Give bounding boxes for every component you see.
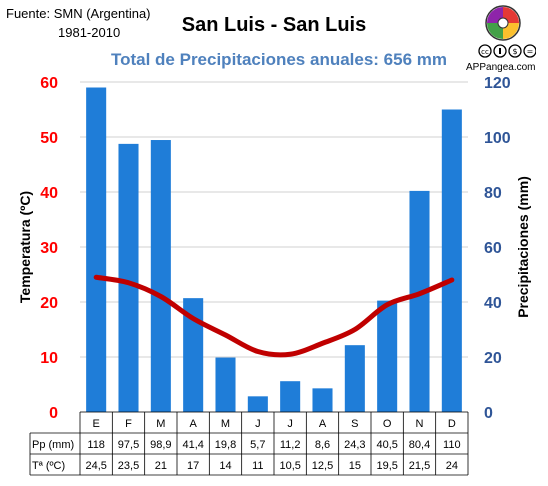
table-cell: 21 — [155, 460, 167, 472]
table-cell: 5,7 — [250, 439, 265, 451]
x-tick-label: J — [255, 418, 261, 430]
table-cell: 11,2 — [280, 439, 301, 451]
precipitation-bar — [344, 345, 365, 412]
x-tick-label: J — [287, 418, 293, 430]
table-cell: 21,5 — [409, 460, 430, 472]
x-tick-label: N — [416, 418, 424, 430]
svg-text:cc: cc — [481, 48, 489, 56]
y-right-tick-label: 120 — [484, 75, 511, 92]
svg-text:$: $ — [512, 47, 517, 56]
x-tick-label: M — [156, 418, 165, 430]
y-right-tick-label: 100 — [484, 130, 511, 147]
brand-text: APPangea.com — [466, 62, 536, 73]
table-cell: 24,5 — [85, 460, 106, 472]
table-cell: 24 — [446, 460, 458, 472]
precipitation-bar — [409, 190, 430, 412]
table-cell: 19,8 — [215, 439, 236, 451]
period-text: 1981-2010 — [58, 25, 121, 40]
table-cell: 40,5 — [376, 439, 397, 451]
y-right-axis-title: Precipitaciones (mm) — [515, 176, 531, 318]
table-cell: 23,5 — [118, 460, 139, 472]
y-right-tick-label: 60 — [484, 240, 502, 257]
y-right-tick-label: 20 — [484, 350, 502, 367]
precipitation-bar — [280, 381, 301, 412]
y-left-tick-label: 50 — [40, 130, 58, 147]
table-cell: 15 — [349, 460, 361, 472]
x-tick-label: F — [125, 418, 132, 430]
table-cell: 14 — [219, 460, 231, 472]
table-cell: 24,3 — [344, 439, 365, 451]
table-cell: 97,5 — [118, 439, 139, 451]
chart-title: San Luis - San Luis — [181, 14, 367, 36]
y-right-tick-label: 40 — [484, 295, 502, 312]
table-row-header: Pp (mm) — [32, 439, 74, 451]
x-tick-label: E — [92, 418, 99, 430]
y-left-tick-label: 10 — [40, 350, 58, 367]
table-cell: 19,5 — [376, 460, 397, 472]
y-left-tick-label: 20 — [40, 295, 58, 312]
y-left-axis-title: Temperatura (ºC) — [17, 191, 33, 303]
table-cell: 98,9 — [150, 439, 171, 451]
table-cell: 8,6 — [315, 439, 330, 451]
table-cell: 11 — [252, 460, 263, 472]
source-text: Fuente: SMN (Argentina) — [6, 6, 151, 21]
y-left-tick-label: 30 — [40, 240, 58, 257]
x-tick-label: A — [189, 418, 197, 430]
temperature-line — [93, 274, 455, 358]
y-right-tick-label: 80 — [484, 185, 502, 202]
precipitation-bar — [247, 396, 268, 412]
x-tick-label: M — [221, 418, 230, 430]
table-cell: 118 — [87, 439, 105, 451]
y-left-tick-label: 60 — [40, 75, 58, 92]
creative-commons-icon: cc $ = — [478, 44, 536, 58]
table-cell: 110 — [443, 439, 461, 451]
precipitation-bar — [118, 143, 139, 412]
table-cell: 17 — [187, 460, 199, 472]
precipitation-bar — [150, 140, 171, 412]
table-cell: 12,5 — [312, 460, 333, 472]
table-row-header: Tª (ºC) — [32, 460, 65, 472]
svg-text:=: = — [527, 47, 534, 56]
x-tick-label: S — [351, 418, 358, 430]
x-tick-label: O — [383, 418, 392, 430]
precipitation-bar — [86, 87, 107, 412]
table-cell: 10,5 — [279, 460, 300, 472]
table-cell: 80,4 — [409, 439, 430, 451]
precipitation-bar — [183, 298, 204, 412]
precipitation-bar — [215, 357, 236, 412]
precipitation-bar — [377, 300, 398, 412]
table-cell: 41,4 — [182, 439, 203, 451]
y-left-tick-label: 40 — [40, 185, 58, 202]
x-tick-label: A — [319, 418, 327, 430]
precipitation-bar — [441, 109, 462, 412]
x-tick-label: D — [448, 418, 456, 430]
precipitation-bar — [312, 388, 333, 412]
y-right-tick-label: 0 — [484, 405, 493, 422]
y-left-tick-label: 0 — [49, 405, 58, 422]
chart-subtitle: Total de Precipitaciones anuales: 656 mm — [110, 50, 448, 69]
appangea-logo — [485, 5, 521, 41]
